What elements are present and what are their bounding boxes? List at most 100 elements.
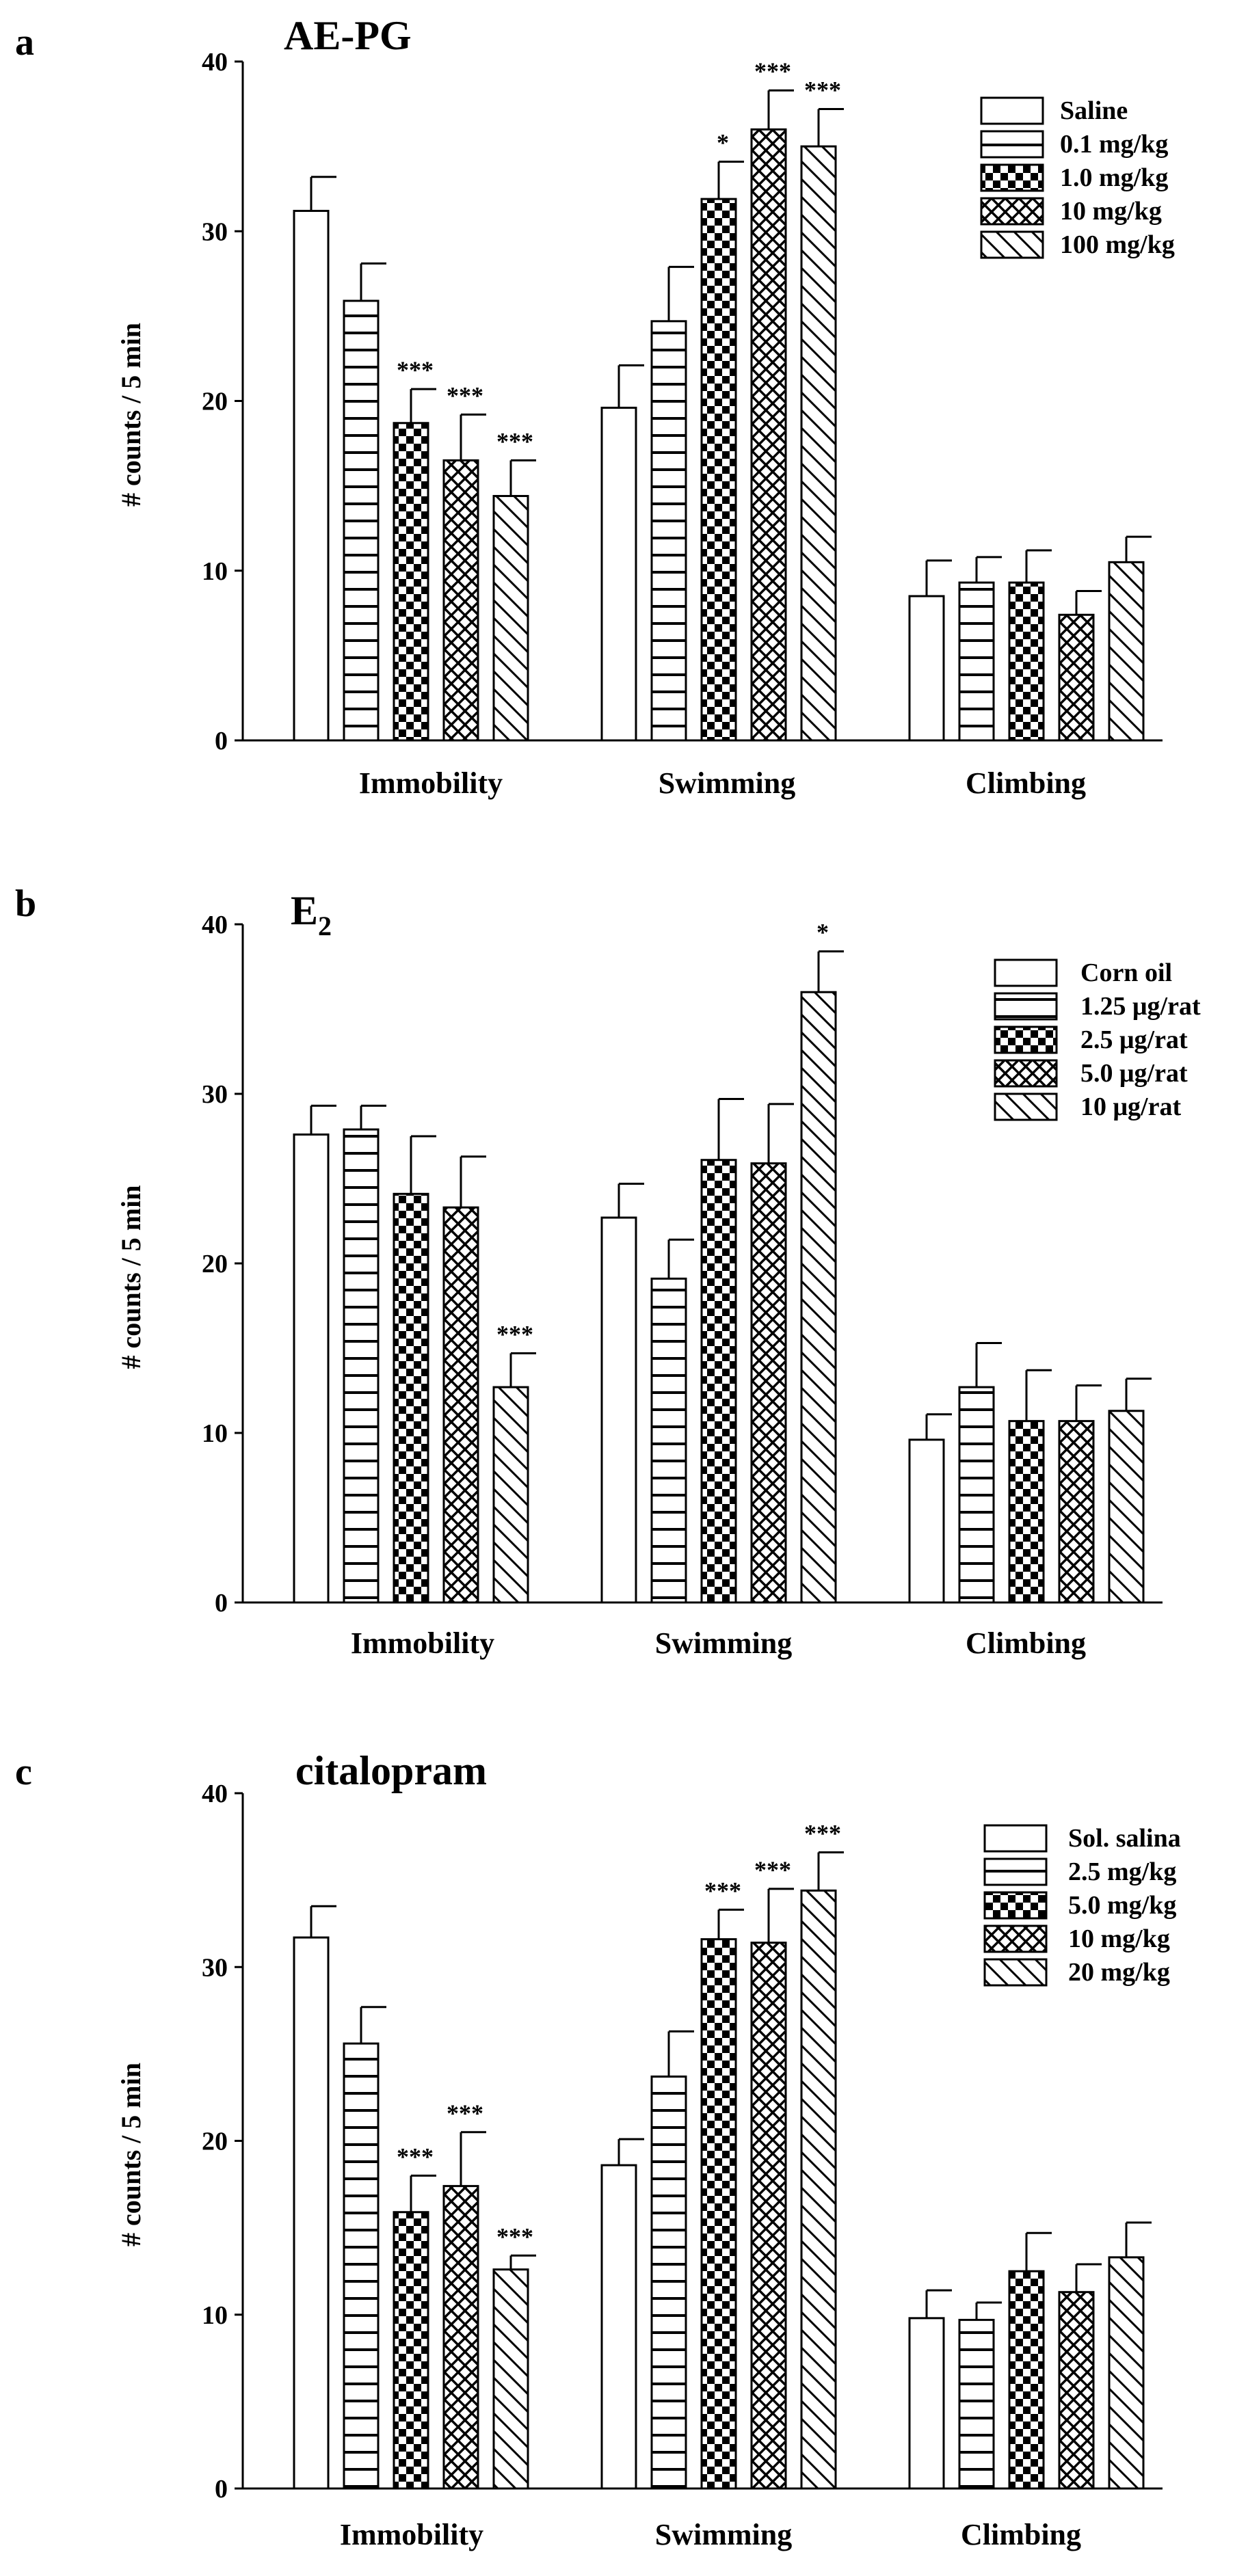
bar xyxy=(908,1438,945,1604)
bar xyxy=(442,2185,479,2490)
legend-swatch xyxy=(994,1092,1058,1121)
y-tick-label: 0 xyxy=(215,1589,228,1618)
bar xyxy=(700,1938,737,2490)
panel-letter: c xyxy=(15,1751,32,1793)
bar xyxy=(492,495,529,742)
legend-label: 10 μg/rat xyxy=(1080,1092,1181,1121)
y-tick-label: 40 xyxy=(202,1780,228,1808)
bar xyxy=(650,1277,687,1604)
bar xyxy=(492,2268,529,2490)
y-tick-label: 30 xyxy=(202,1953,228,1982)
legend-swatch xyxy=(980,163,1044,192)
legend-swatch xyxy=(983,1857,1048,1886)
bar xyxy=(393,422,429,742)
significance-marker: *** xyxy=(704,1877,741,1904)
y-tick-label: 0 xyxy=(215,2475,228,2504)
bar xyxy=(800,991,837,1604)
bar xyxy=(700,1159,737,1604)
legend-label: 5.0 μg/rat xyxy=(1080,1059,1188,1088)
bar xyxy=(908,595,945,742)
x-category-label: Climbing xyxy=(961,2518,1081,2551)
bar xyxy=(1008,2270,1045,2490)
y-tick-label: 10 xyxy=(202,557,228,586)
bar xyxy=(700,198,737,742)
legend-swatch xyxy=(994,1025,1058,1054)
bar xyxy=(1108,1410,1145,1604)
significance-marker: *** xyxy=(804,1819,841,1847)
bar xyxy=(393,2211,429,2490)
x-category-label: Climbing xyxy=(966,1626,1086,1660)
chart-title-text: AE-PG xyxy=(284,13,412,58)
bar xyxy=(492,1386,529,1604)
bar xyxy=(650,320,687,742)
legend-label: 10 mg/kg xyxy=(1068,1924,1170,1953)
significance-marker: *** xyxy=(496,427,533,455)
significance-marker: *** xyxy=(754,57,791,85)
panel-letter: b xyxy=(15,883,36,925)
legend-swatch xyxy=(994,958,1058,987)
x-category-label: Immobility xyxy=(340,2518,483,2551)
x-category-label: Climbing xyxy=(966,766,1086,800)
bar xyxy=(442,459,479,742)
y-axis-label: # counts / 5 min xyxy=(116,2063,146,2246)
x-category-label: Swimming xyxy=(655,1626,792,1660)
chart-title-text: E xyxy=(291,888,318,933)
legend-swatch xyxy=(983,1924,1048,1953)
y-tick-label: 10 xyxy=(202,1419,228,1448)
significance-marker: *** xyxy=(496,1320,533,1347)
legend-label: 1.0 mg/kg xyxy=(1060,163,1168,192)
legend-swatch xyxy=(994,1059,1058,1088)
legend-label: 1.25 μg/rat xyxy=(1080,992,1201,1021)
bar xyxy=(1008,1420,1045,1604)
x-category-label: Immobility xyxy=(359,766,503,800)
bar xyxy=(1058,1420,1095,1604)
y-tick-label: 20 xyxy=(202,1250,228,1278)
legend-label: 2.5 mg/kg xyxy=(1068,1857,1176,1886)
chart-title-text: citalopram xyxy=(295,1748,487,1793)
significance-marker: *** xyxy=(496,2223,533,2250)
y-tick-label: 0 xyxy=(215,727,228,755)
bar xyxy=(750,1942,787,2490)
legend-swatch xyxy=(980,230,1044,259)
legend-label: Saline xyxy=(1060,96,1128,125)
legend: Corn oil 1.25 μg/rat 2.5 μg/rat 5.0 μg/rat 1… xyxy=(994,958,1201,1121)
bar xyxy=(750,128,787,742)
legend-label: 100 mg/kg xyxy=(1060,230,1175,259)
bar xyxy=(343,1128,380,1604)
significance-marker: *** xyxy=(447,381,483,409)
bar xyxy=(1058,613,1095,742)
bar xyxy=(393,1192,429,1604)
bar xyxy=(600,406,637,742)
legend-label: 5.0 mg/kg xyxy=(1068,1891,1176,1920)
legend-swatch xyxy=(980,130,1044,159)
legend-swatch xyxy=(980,96,1044,125)
panel-a: a AE-PG 0 10 20 30 40 # counts / 5 min Immobilit… xyxy=(15,13,1175,800)
bar xyxy=(750,1162,787,1604)
legend-label: 10 mg/kg xyxy=(1060,197,1162,226)
chart-title: AE-PG xyxy=(284,13,412,58)
bar xyxy=(800,145,837,742)
significance-marker: *** xyxy=(804,77,841,104)
legend: Saline 0.1 mg/kg 1.0 mg/kg 10 mg/kg 100 mg/k… xyxy=(980,96,1175,259)
significance-marker: * xyxy=(717,129,729,156)
legend-swatch xyxy=(980,197,1044,226)
panel-letter: a xyxy=(15,21,34,64)
legend-label: Sol. salina xyxy=(1068,1824,1181,1853)
chart-title: citalopram xyxy=(295,1748,487,1793)
bar xyxy=(958,2318,995,2490)
y-tick-label: 40 xyxy=(202,48,228,77)
legend-label: 2.5 μg/rat xyxy=(1080,1025,1188,1054)
bar xyxy=(293,1936,330,2490)
bar xyxy=(1108,561,1145,742)
legend-label: 0.1 mg/kg xyxy=(1060,130,1168,159)
legend-swatch xyxy=(983,1824,1048,1853)
chart-title: E2 xyxy=(291,888,332,941)
y-tick-label: 20 xyxy=(202,2128,228,2156)
y-axis-label: # counts / 5 min xyxy=(116,323,146,507)
legend-swatch xyxy=(983,1958,1048,1987)
bar xyxy=(1058,2291,1095,2490)
x-category-label: Swimming xyxy=(659,766,795,800)
y-tick-label: 30 xyxy=(202,1080,228,1109)
y-tick-label: 10 xyxy=(202,2301,228,2330)
